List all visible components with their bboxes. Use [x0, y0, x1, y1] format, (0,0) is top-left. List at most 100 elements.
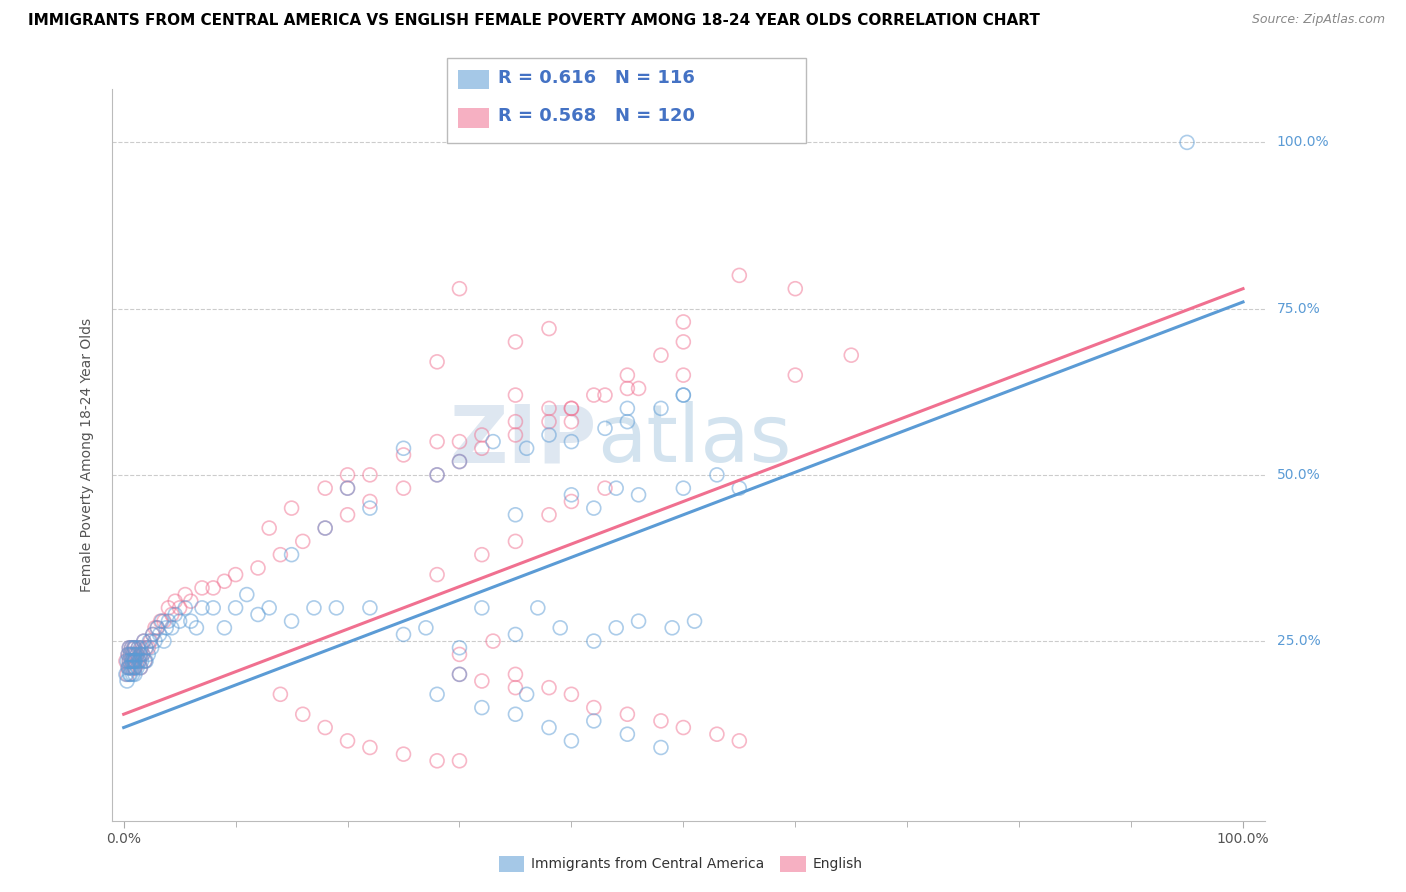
Point [120, 648, 142, 662]
Point [121, 654, 143, 668]
Point [728, 734, 751, 748]
Point [118, 661, 141, 675]
Point [560, 687, 582, 701]
Point [136, 640, 159, 655]
Point [560, 494, 582, 508]
Point [174, 588, 197, 602]
Point [537, 401, 560, 416]
Point [605, 621, 627, 635]
Point [127, 654, 149, 668]
Point [650, 348, 672, 362]
Text: 100.0%: 100.0% [1277, 136, 1329, 149]
Point [120, 667, 142, 681]
Point [672, 368, 695, 383]
Point [325, 600, 347, 615]
Point [392, 448, 415, 462]
Point [560, 488, 582, 502]
Point [672, 481, 695, 495]
Point [449, 282, 471, 296]
Point [124, 661, 146, 675]
Point [128, 654, 150, 668]
Point [142, 627, 165, 641]
Point [174, 600, 197, 615]
Point [336, 481, 359, 495]
Point [127, 654, 149, 668]
Point [124, 648, 146, 662]
Point [134, 654, 156, 668]
Point [537, 321, 560, 335]
Point [122, 640, 145, 655]
Point [537, 428, 560, 442]
Point [131, 648, 153, 662]
Point [314, 521, 336, 535]
Point [120, 661, 142, 675]
Point [426, 467, 449, 482]
Point [582, 714, 605, 728]
Point [471, 700, 494, 714]
Point [121, 654, 143, 668]
Point [415, 621, 437, 635]
Point [839, 348, 862, 362]
Point [148, 627, 170, 641]
Point [314, 521, 336, 535]
Point [302, 600, 325, 615]
Point [336, 481, 359, 495]
Point [121, 661, 143, 675]
Point [728, 481, 751, 495]
Point [426, 467, 449, 482]
Point [118, 640, 141, 655]
Point [149, 614, 172, 628]
Point [124, 667, 146, 681]
Point [426, 434, 449, 449]
Point [505, 428, 527, 442]
Point [728, 268, 751, 283]
Point [1175, 136, 1198, 150]
Point [128, 654, 150, 668]
Point [537, 415, 560, 429]
Point [124, 654, 146, 668]
Point [134, 654, 156, 668]
Point [593, 388, 616, 402]
Point [157, 614, 180, 628]
Point [115, 673, 138, 688]
Point [135, 654, 157, 668]
Point [627, 614, 650, 628]
Point [650, 740, 672, 755]
Point [449, 640, 471, 655]
Point [191, 600, 214, 615]
Point [127, 648, 149, 662]
Point [650, 401, 672, 416]
Point [246, 607, 269, 622]
Point [121, 648, 143, 662]
Point [449, 454, 471, 468]
Point [593, 421, 616, 435]
Point [605, 481, 627, 495]
Point [141, 640, 163, 655]
Point [269, 687, 291, 701]
Point [505, 681, 527, 695]
Point [246, 561, 269, 575]
Point [214, 574, 236, 589]
Point [138, 634, 160, 648]
Point [180, 594, 202, 608]
Point [482, 634, 505, 648]
Point [336, 734, 359, 748]
Point [127, 640, 149, 655]
Point [117, 648, 139, 662]
Point [560, 415, 582, 429]
Point [616, 368, 638, 383]
Point [471, 442, 494, 456]
Point [121, 654, 143, 668]
Point [785, 282, 807, 296]
Point [129, 648, 152, 662]
Point [121, 667, 143, 681]
Point [426, 687, 449, 701]
Point [127, 648, 149, 662]
Point [115, 654, 138, 668]
Point [359, 501, 381, 516]
Point [153, 634, 176, 648]
Point [582, 388, 605, 402]
Point [426, 567, 449, 582]
Point [505, 415, 527, 429]
Point [449, 434, 471, 449]
